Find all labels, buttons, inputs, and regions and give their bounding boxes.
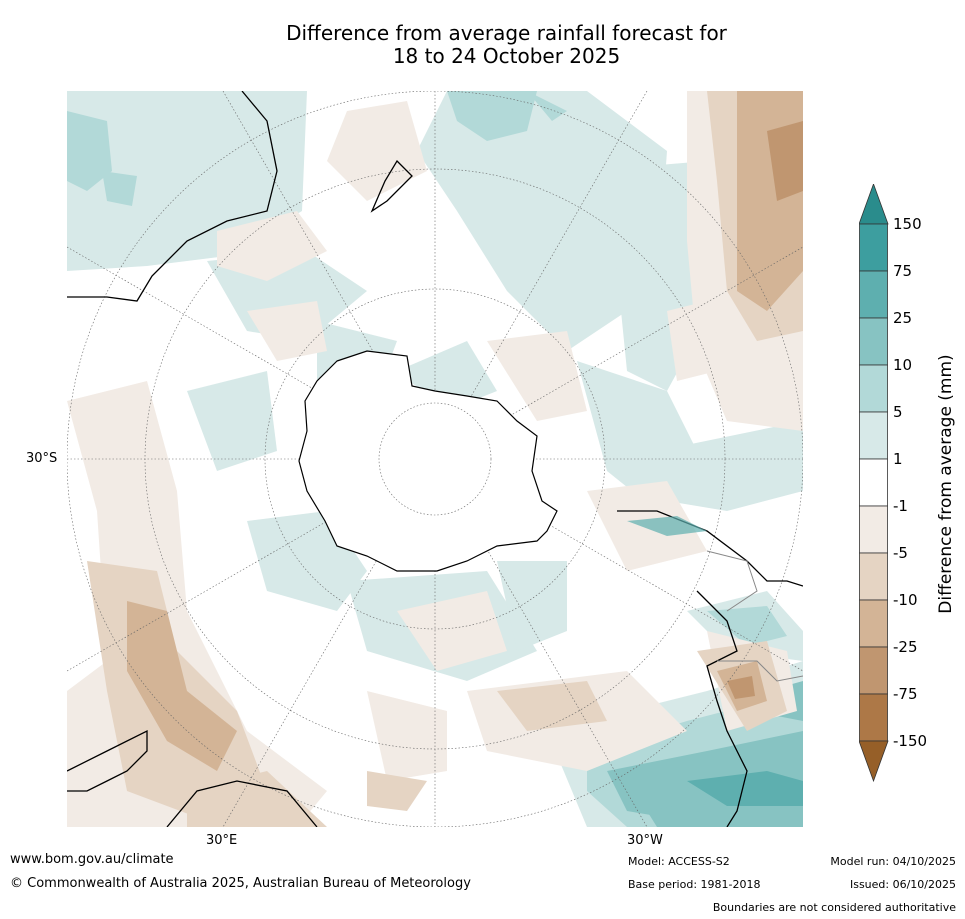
title-line-2: 18 to 24 October 2025 [392,44,621,68]
pole-circle [378,402,492,516]
website-link[interactable]: www.bom.gov.au/climate [10,852,174,867]
latitude-label-30s: 30°S [26,451,58,466]
map-title: Difference from average rainfall forecas… [0,22,965,68]
rainfall-anomaly-map [67,91,803,827]
longitude-label-30e: 30°E [206,833,238,848]
colorbar-tick-label: -5 [893,544,908,562]
colorbar-tick-label: 75 [893,262,913,280]
colorbar-tick-label: 25 [893,309,913,327]
south-america-highlands [627,516,707,536]
colorbar-extend-bottom [858,740,889,783]
colorbar-segment [859,505,888,554]
colorbar-segment [859,270,888,319]
model-run-date: Model run: 04/10/2025 [830,855,956,868]
colorbar-segment [859,552,888,601]
colorbar-segment [859,223,888,272]
colorbar-tick-label: 150 [893,215,922,233]
base-period: Base period: 1981-2018 [628,878,761,891]
colorbar-tick-label: -75 [893,685,918,703]
colorbar-segment [859,458,888,507]
colorbar-segment [859,599,888,648]
colorbar [858,182,889,788]
colorbar-tick-label: -25 [893,638,918,656]
colorbar-segment [859,693,888,742]
colorbar-tick-label: 5 [893,403,903,421]
boundaries-disclaimer: Boundaries are not considered authoritat… [712,901,956,914]
colorbar-tick-label: 10 [893,356,913,374]
model-name: Model: ACCESS-S2 [628,855,730,868]
colorbar-segment [859,411,888,460]
colorbar-extend-top [858,182,889,225]
colorbar-segment [859,646,888,695]
colorbar-tick-label: -10 [893,591,918,609]
colorbar-tick-label: 1 [893,450,903,468]
colorbar-tick-label: -150 [893,732,928,750]
colorbar-tick-label: -1 [893,497,908,515]
colorbar-title: Difference from average (mm) [936,354,956,614]
wetter-than-average-very-strong [687,771,803,806]
copyright-text: © Commonwealth of Australia 2025, Austra… [10,876,471,891]
longitude-label-30w: 30°W [627,833,663,848]
title-line-1: Difference from average rainfall forecas… [286,21,727,45]
colorbar-segment [859,317,888,366]
country-boundaries [706,550,803,682]
colorbar-segment [859,364,888,413]
antarctica-coastline [298,350,558,572]
issued-date: Issued: 06/10/2025 [849,878,956,891]
drier-than-average-very-strong [727,121,803,699]
